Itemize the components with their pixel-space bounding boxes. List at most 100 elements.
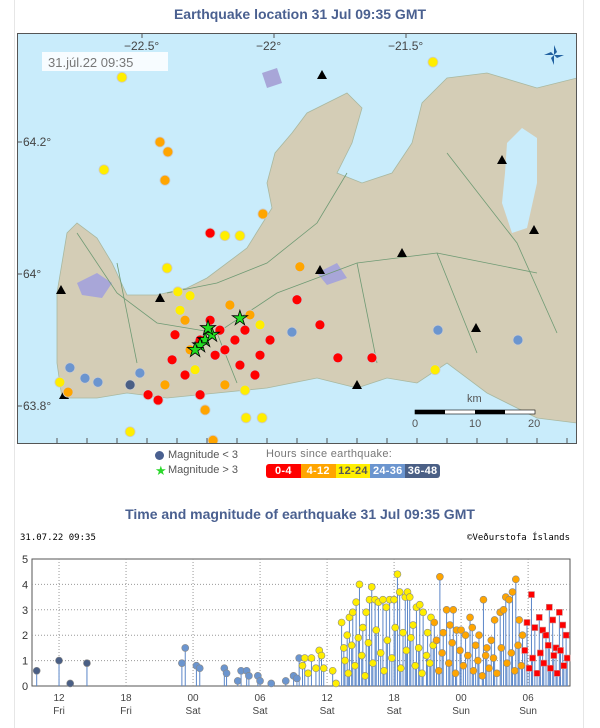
earthquake-map[interactable]: −22.5° −22° −21.5° 64.2° 64° 63.8° 31.júl.22 … [17, 33, 577, 444]
event-marker [525, 664, 533, 672]
hours-color-bar: 0-4 4-12 12-24 24-36 36-48 [266, 464, 440, 478]
earthquake-marker [159, 174, 171, 186]
earthquake-marker [152, 394, 164, 406]
earthquake-marker [229, 334, 241, 346]
hours-class-0-4: 0-4 [266, 464, 301, 478]
scale-label-20: 20 [528, 418, 540, 430]
event-marker [456, 646, 464, 655]
earthquake-marker [124, 426, 136, 438]
map-border [17, 33, 577, 444]
event-marker [405, 593, 414, 601]
event-marker [340, 644, 348, 652]
event-marker [393, 570, 402, 579]
event-marker [298, 661, 307, 670]
event-marker [489, 654, 498, 662]
event-marker [337, 618, 346, 627]
event-marker [312, 664, 320, 673]
event-marker [438, 649, 446, 657]
x-tick-label: 12 [53, 693, 65, 704]
event-marker [529, 654, 536, 662]
earthquake-marker [294, 261, 306, 273]
hours-class-4-12: 4-12 [300, 464, 336, 478]
y-tick-label: 2 [22, 630, 28, 642]
hours-legend: Hours since earthquake: 0-4 4-12 12-24 24-3… [266, 448, 440, 478]
legend-mag-large: Magnitude > 3 [168, 464, 239, 476]
event-marker [457, 626, 465, 634]
x-tick-label: 06 [523, 693, 535, 704]
event-marker [181, 644, 190, 652]
earthquake-marker [194, 389, 206, 401]
event-marker [317, 651, 326, 660]
event-marker [533, 670, 541, 677]
x-tick-day: Sat [186, 706, 201, 717]
event-marker [469, 666, 478, 675]
event-marker [508, 588, 517, 596]
event-marker [546, 603, 553, 611]
earthquake-marker [179, 314, 191, 326]
scale-unit: km [467, 393, 482, 405]
earthquake-marker [209, 349, 221, 361]
event-marker [415, 600, 424, 609]
event-marker [409, 621, 417, 629]
copyright: ©Veðurstofa Íslands [467, 533, 570, 543]
y-tick-label: 5 [22, 554, 28, 566]
earthquake-marker [159, 379, 171, 391]
time-magnitude-chart: 01234512Fri18Fri00Sat06Sat12Sat18Sat00Su… [22, 554, 571, 717]
earthquake-marker [239, 384, 251, 396]
lat-label: 63.8° [23, 399, 51, 413]
earthquake-marker [62, 386, 74, 398]
earthquake-marker [257, 208, 269, 220]
earthquake-marker [184, 290, 196, 302]
event-marker [307, 654, 316, 662]
earthquake-marker [124, 379, 136, 391]
event-marker [436, 572, 444, 581]
event-marker [505, 595, 513, 604]
earthquake-marker [98, 164, 110, 176]
earthquake-marker [366, 352, 378, 364]
star-icon: ★ [155, 462, 167, 478]
page-frame [14, 0, 584, 728]
earthquake-marker [234, 359, 246, 371]
event-marker [304, 669, 312, 678]
earthquake-marker [234, 230, 246, 242]
x-tick-day: Sun [452, 706, 470, 717]
earthquake-marker [264, 334, 276, 346]
event-marker [382, 603, 391, 612]
event-marker [445, 659, 453, 667]
event-marker [379, 595, 387, 604]
event-marker [233, 677, 242, 685]
event-marker [367, 583, 376, 591]
station-triangle-icon [315, 265, 325, 274]
event-marker [557, 647, 564, 654]
event-marker [497, 644, 506, 652]
large-quake-star [199, 318, 217, 336]
event-marker [348, 608, 357, 617]
x-tick-day: Sat [253, 706, 268, 717]
event-marker [83, 659, 91, 667]
scale-label-0: 0 [412, 418, 418, 430]
event-marker [515, 616, 523, 624]
event-marker [362, 608, 370, 617]
earthquake-marker [249, 369, 261, 381]
event-marker [459, 661, 468, 670]
event-marker [550, 652, 558, 659]
earthquake-marker [224, 299, 236, 311]
station-triangle-icon [471, 323, 481, 332]
hours-class-36-48: 36-48 [405, 464, 440, 478]
event-marker [562, 631, 570, 639]
earthquake-marker [64, 362, 76, 374]
map-events [54, 56, 524, 444]
event-marker [544, 642, 552, 649]
y-tick-label: 0 [22, 681, 28, 693]
event-marker [448, 639, 456, 647]
earthquake-marker [79, 372, 91, 384]
earthquake-marker [172, 286, 184, 298]
compass-icon [544, 45, 564, 65]
event-marker [418, 669, 426, 678]
earthquake-marker [162, 146, 174, 158]
event-marker [402, 646, 411, 655]
earthquake-marker [179, 369, 191, 381]
earthquake-marker [219, 344, 231, 356]
event-marker [390, 595, 398, 604]
event-marker [523, 619, 531, 626]
